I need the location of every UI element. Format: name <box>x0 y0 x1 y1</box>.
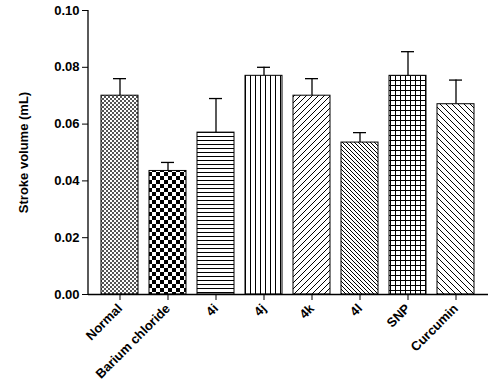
svg-text:4l: 4l <box>347 301 365 319</box>
svg-text:0.08: 0.08 <box>54 59 79 74</box>
svg-text:0.00: 0.00 <box>54 287 79 302</box>
svg-text:4j: 4j <box>251 301 269 319</box>
svg-text:SNP: SNP <box>384 301 414 331</box>
svg-text:Stroke volume (mL): Stroke volume (mL) <box>16 92 31 213</box>
svg-text:Curcumin: Curcumin <box>408 301 462 355</box>
svg-text:4i: 4i <box>203 301 221 319</box>
svg-text:0.10: 0.10 <box>54 3 79 18</box>
svg-text:Normal: Normal <box>83 301 125 343</box>
svg-text:4k: 4k <box>296 300 317 321</box>
svg-text:0.06: 0.06 <box>54 116 79 131</box>
svg-text:0.02: 0.02 <box>54 230 79 245</box>
svg-text:Barium chloride: Barium chloride <box>92 301 173 382</box>
svg-text:0.04: 0.04 <box>54 173 80 188</box>
